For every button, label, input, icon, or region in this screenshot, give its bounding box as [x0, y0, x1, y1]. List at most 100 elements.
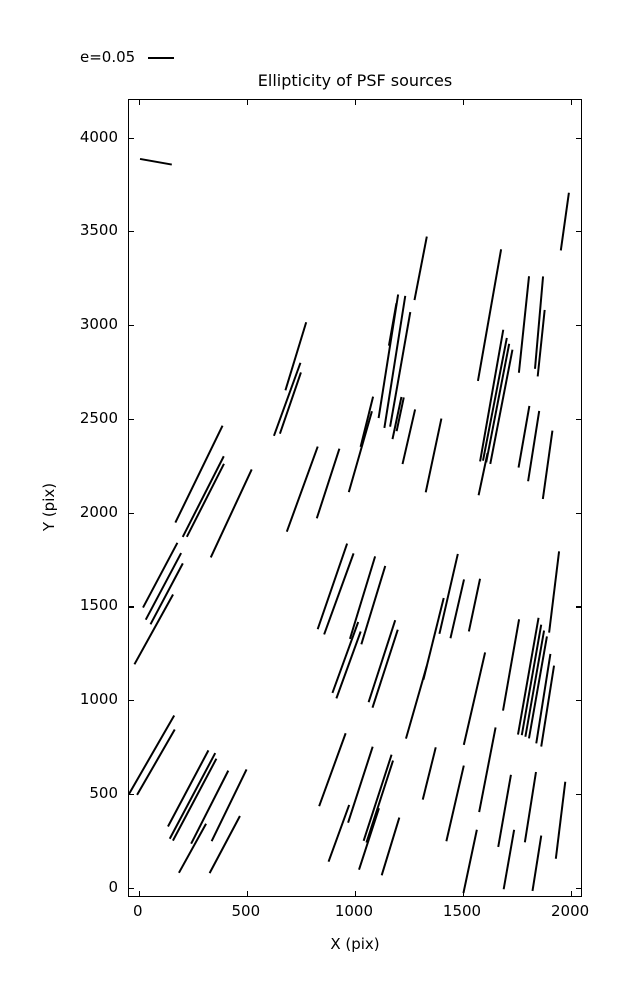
whisker-segment — [174, 425, 224, 524]
whisker-segment — [541, 430, 554, 500]
whisker-segment — [358, 807, 380, 871]
whisker-segment — [523, 771, 537, 843]
whisker-segment — [413, 236, 428, 301]
whisker-segment — [424, 418, 443, 493]
y-axis-label: Y (pix) — [40, 482, 58, 532]
whisker-segment — [149, 562, 184, 625]
whisker-segment — [167, 749, 210, 827]
x-tick-label: 0 — [132, 902, 143, 920]
whisker-segment — [347, 746, 374, 823]
whisker-segment — [559, 192, 570, 251]
y-tick-mark-right — [576, 512, 581, 514]
whisker-segment — [371, 629, 399, 708]
x-tick-mark — [463, 891, 465, 896]
x-tick-mark-top — [463, 100, 465, 105]
y-tick-mark — [129, 418, 134, 420]
whisker-segment — [144, 552, 182, 621]
y-tick-mark-right — [576, 325, 581, 327]
whisker-segment — [485, 343, 511, 463]
whisker-segment — [482, 337, 508, 461]
y-tick-mark-right — [576, 231, 581, 233]
whisker-segment — [360, 565, 387, 645]
y-tick-label: 2500 — [79, 408, 118, 427]
whisker-segment — [401, 409, 417, 465]
whisker-segment — [535, 653, 552, 744]
y-tick-mark-right — [576, 418, 581, 420]
page-title: Ellipticity of PSF sources — [257, 71, 453, 90]
whisker-segment — [331, 621, 360, 694]
whisker-segment — [479, 329, 505, 462]
y-tick-label: 3500 — [79, 221, 118, 240]
whisker-segment — [185, 463, 225, 538]
legend-ellipticity-label: e=0.05 — [80, 48, 136, 66]
x-tick-mark-top — [138, 100, 140, 105]
y-tick-label: 3000 — [79, 315, 118, 334]
whisker-segment — [316, 543, 349, 630]
y-tick-mark — [129, 793, 134, 796]
y-tick-mark — [129, 231, 134, 233]
whisker-segment — [449, 579, 465, 639]
whisker-segment — [517, 617, 540, 735]
y-tick-mark — [129, 887, 134, 889]
whisker-segment — [389, 311, 412, 427]
x-tick-mark-top — [354, 100, 357, 105]
y-tick-mark-right — [576, 887, 581, 889]
whisker-segment — [347, 411, 373, 493]
whisker-segment — [315, 448, 341, 519]
whisker-segment — [323, 553, 355, 635]
x-tick-label: 2000 — [551, 902, 590, 920]
whisker-segment — [502, 619, 521, 711]
y-tick-label: 2000 — [79, 502, 118, 521]
whisker-segment — [210, 768, 248, 842]
y-tick-mark — [129, 325, 134, 327]
whisker-segment — [359, 396, 375, 448]
whisker-segment — [520, 624, 543, 736]
x-tick-mark-top — [246, 100, 248, 105]
x-tick-label: 1000 — [334, 902, 373, 920]
y-tick-mark-right — [576, 793, 581, 796]
whisker-segment — [527, 636, 548, 739]
whisker-segment — [536, 309, 546, 377]
whisker-segment — [527, 410, 541, 482]
whisker-segment — [335, 631, 362, 699]
whisker-segment — [478, 727, 497, 813]
whisker-segment — [497, 774, 512, 848]
whisker-segment — [534, 276, 545, 369]
x-tick-mark — [246, 891, 248, 896]
whisker-segment — [531, 835, 543, 892]
y-tick-mark — [129, 137, 134, 139]
whisker-segment — [285, 446, 319, 533]
whisker-segment — [327, 804, 351, 863]
x-axis-label: X (pix) — [330, 935, 380, 953]
whisker-segment — [209, 469, 253, 558]
whisker-segment — [181, 455, 225, 538]
whisker-field — [129, 157, 570, 894]
x-tick-label: 1500 — [442, 902, 482, 920]
y-tick-label: 4000 — [79, 127, 118, 146]
whisker-segment — [377, 294, 400, 419]
whisker-segment — [524, 630, 546, 737]
y-tick-mark-right — [576, 606, 581, 608]
x-tick-mark — [571, 891, 573, 896]
y-tick-mark — [129, 512, 134, 514]
whisker-segment — [502, 829, 516, 890]
whisker-segment — [476, 249, 503, 382]
whisker-segment — [278, 372, 302, 434]
whisker-segment — [136, 729, 176, 796]
whisker-segment — [190, 770, 230, 845]
whisker-segment — [462, 652, 487, 746]
whisker-segment — [395, 397, 405, 432]
y-tick-mark-right — [576, 700, 581, 702]
whisker-segment — [462, 829, 478, 894]
whisker-segment — [168, 752, 217, 840]
whisker-segment — [273, 362, 302, 437]
y-tick-label: 1000 — [79, 690, 118, 709]
x-tick-mark-top — [571, 100, 573, 105]
plot-axes-frame — [128, 99, 582, 897]
y-tick-label: 500 — [89, 783, 118, 802]
whisker-segment — [172, 758, 218, 842]
whisker-segment — [349, 556, 377, 640]
whisker-segment — [365, 760, 394, 843]
whisker-segment — [438, 553, 459, 635]
